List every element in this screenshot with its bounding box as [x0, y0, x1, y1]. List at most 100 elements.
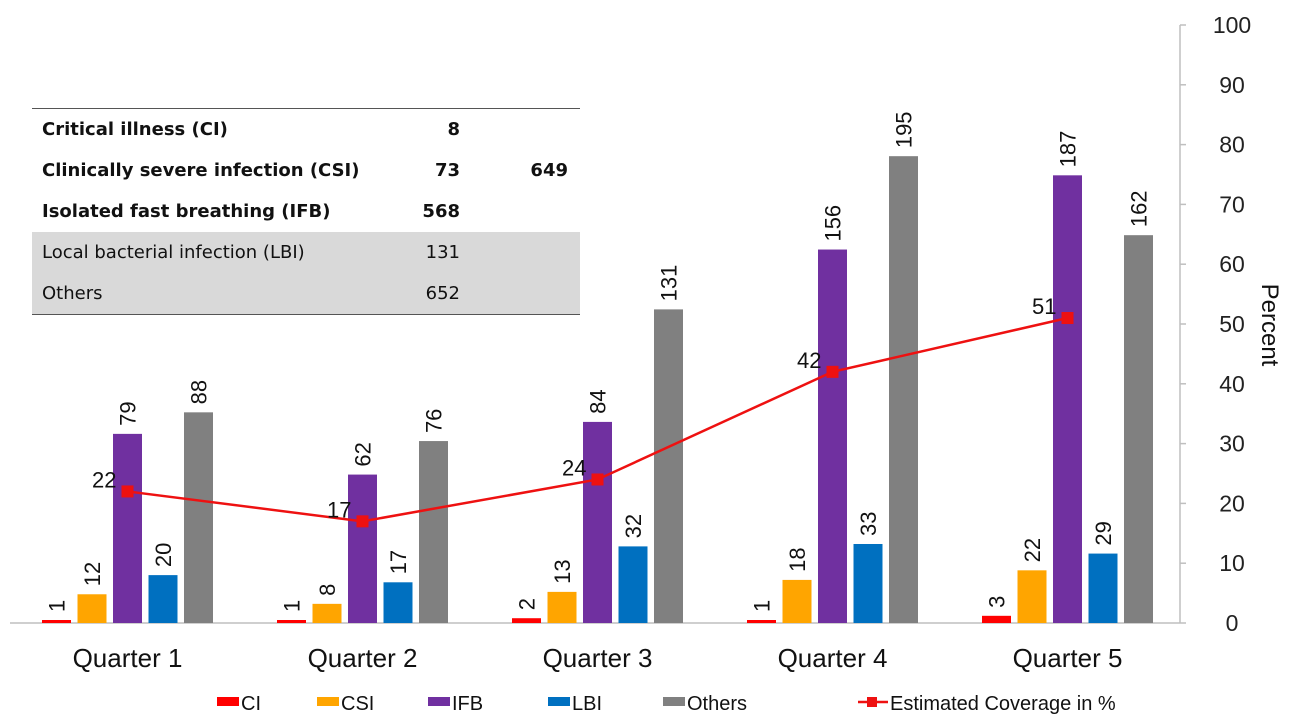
bar-value-label: 79 — [116, 401, 141, 425]
legend-swatch-ci — [217, 697, 239, 706]
bar-value-label: 20 — [151, 543, 176, 567]
coverage-value-label: 42 — [797, 348, 821, 373]
legend-label: CSI — [341, 693, 374, 715]
bar-ifb-q2 — [348, 474, 377, 623]
bar-ci-q1 — [42, 620, 71, 623]
legend: CI CSI IFB LBI Others Estimated Coverage in % — [217, 693, 1116, 715]
bar-value-label: 76 — [422, 409, 447, 433]
row-label: Others — [32, 273, 370, 315]
coverage-point — [356, 515, 369, 528]
bar-lbi-q3 — [618, 546, 648, 623]
bar-ci-q5 — [982, 615, 1011, 623]
bar-value-label: 88 — [187, 380, 212, 404]
bar-lbi-q5 — [1088, 553, 1118, 623]
bar-others-q2 — [419, 441, 448, 623]
right-axis-tick-label: 0 — [1226, 610, 1239, 636]
table-row: Others 652 — [32, 273, 580, 315]
bar-value-label: 29 — [1091, 521, 1116, 545]
bar-value-label: 22 — [1020, 538, 1045, 562]
legend-swatch-ifb — [428, 697, 450, 706]
coverage-point — [591, 473, 604, 486]
bar-value-label: 12 — [80, 562, 105, 586]
legend-label: LBI — [572, 693, 602, 715]
bar-ci-q4 — [747, 620, 776, 623]
right-axis-title: Percent — [1256, 284, 1283, 367]
table-row: Isolated fast breathing (IFB) 568 — [32, 191, 580, 232]
legend-swatch-lbi — [548, 697, 570, 706]
row-value: 73 — [434, 160, 460, 181]
bar-value-label: 62 — [351, 442, 376, 466]
row-label: Critical illness (CI) — [32, 108, 370, 150]
bar-others-q3 — [654, 309, 683, 623]
bar-value-label: 162 — [1127, 190, 1152, 227]
bar-csi-q5 — [1017, 570, 1047, 623]
table-row: Critical illness (CI) 8 — [32, 108, 580, 150]
bar-value-label: 8 — [315, 584, 340, 596]
bar-lbi-q4 — [853, 543, 883, 623]
legend-swatch-coverage-marker — [867, 697, 877, 707]
row-total — [472, 108, 580, 150]
bar-lbi-q2 — [383, 582, 413, 623]
row-value: 8 — [370, 108, 472, 150]
right-axis-tick-label: 20 — [1219, 490, 1245, 516]
bar-value-label: 131 — [657, 265, 682, 302]
bar-value-label: 1 — [750, 600, 775, 612]
coverage-value-label: 22 — [92, 467, 116, 492]
right-axis-tick-label: 40 — [1219, 371, 1245, 397]
legend-label: Estimated Coverage in % — [890, 693, 1116, 715]
bar-value-label: 156 — [821, 205, 846, 242]
bar-value-label: 1 — [280, 600, 305, 612]
row-value: 568 — [422, 201, 460, 222]
coverage-value-label: 24 — [562, 455, 586, 480]
row-total: 649 — [530, 160, 568, 181]
bars — [42, 156, 1153, 624]
bar-value-label: 195 — [892, 111, 917, 148]
bar-value-label: 2 — [515, 598, 540, 610]
bar-ci-q2 — [277, 620, 306, 623]
table-row: Local bacterial infection (LBI) 131 — [32, 232, 580, 273]
category-label: Quarter 4 — [778, 643, 888, 673]
bar-value-label: 17 — [386, 550, 411, 574]
bar-csi-q4 — [782, 579, 812, 623]
bar-value-label: 1 — [45, 600, 70, 612]
coverage-point — [121, 485, 134, 498]
right-axis-tick-label: 10 — [1219, 550, 1245, 576]
row-value: 652 — [370, 273, 472, 315]
category-label: Quarter 5 — [1013, 643, 1123, 673]
category-labels: Quarter 1 Quarter 2 Quarter 3 Quarter 4 Quar… — [73, 643, 1123, 673]
row-value: 131 — [370, 232, 472, 273]
bar-value-label: 3 — [985, 596, 1010, 608]
bar-others-q4 — [889, 156, 918, 623]
row-total — [472, 191, 580, 232]
category-label: Quarter 3 — [543, 643, 653, 673]
row-label: Clinically severe infection (CSI) — [42, 160, 360, 181]
right-axis-tick-label: 100 — [1213, 12, 1251, 38]
coverage-point — [826, 365, 839, 378]
bar-value-label: 18 — [785, 547, 810, 571]
row-total — [472, 232, 580, 273]
bar-ifb-q3 — [583, 421, 612, 623]
coverage-line: 22 17 24 42 51 — [92, 294, 1074, 528]
coverage-point — [1061, 312, 1074, 325]
bar-others-q1 — [184, 412, 213, 623]
bar-value-label: 13 — [550, 559, 575, 583]
bar-labels: 1127920881862177621384321311181563319532… — [45, 111, 1152, 612]
category-label: Quarter 1 — [73, 643, 183, 673]
bar-ifb-q1 — [113, 433, 142, 623]
row-total — [472, 273, 580, 315]
right-axis-tick-label: 90 — [1219, 72, 1245, 98]
right-axis-tick-label: 30 — [1219, 431, 1245, 457]
right-axis-tick-label: 70 — [1219, 191, 1245, 217]
bar-ci-q3 — [512, 618, 541, 623]
table-row: Clinically severe infection (CSI) 73 649 — [32, 150, 580, 191]
right-axis-tick-label: 50 — [1219, 311, 1245, 337]
legend-swatch-csi — [317, 697, 339, 706]
bar-value-label: 33 — [856, 512, 881, 536]
coverage-value-label: 17 — [327, 497, 351, 522]
right-axis-tick-label: 60 — [1219, 251, 1245, 277]
legend-label: CI — [241, 693, 261, 715]
bar-value-label: 32 — [621, 514, 646, 538]
right-axis-tick-label: 80 — [1219, 132, 1245, 158]
category-label: Quarter 2 — [308, 643, 418, 673]
